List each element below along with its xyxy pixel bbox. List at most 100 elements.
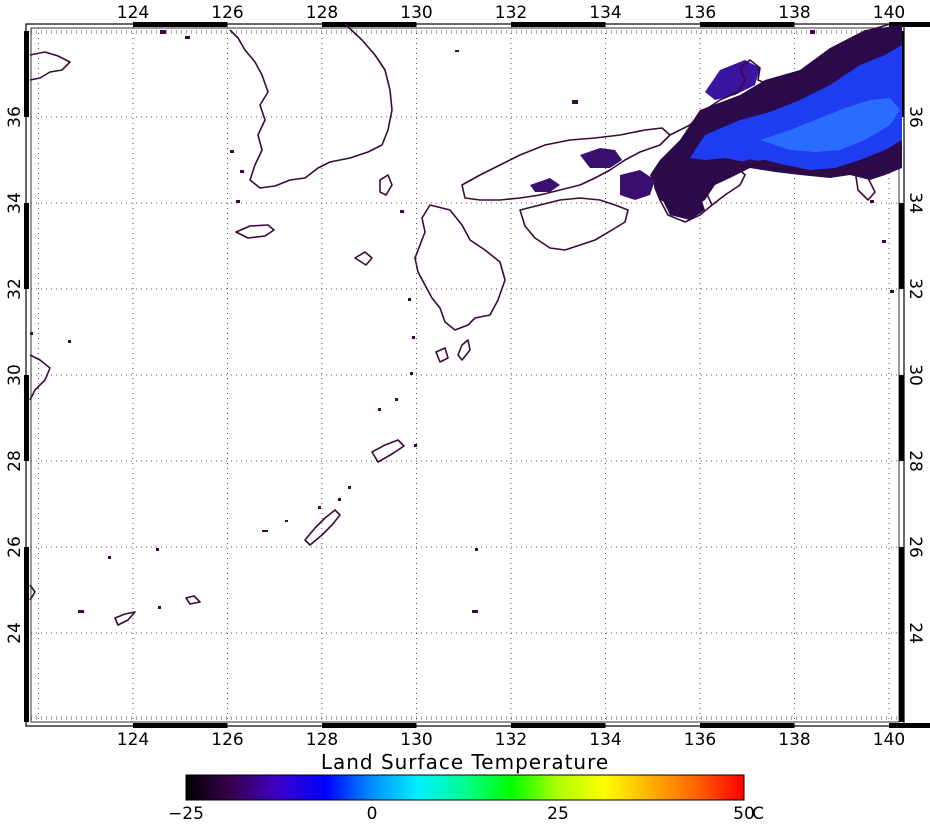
island-dot <box>240 170 244 173</box>
lst-patch-blue-2 <box>760 98 900 152</box>
temperature-data <box>530 25 902 220</box>
border-bar-left <box>24 203 29 289</box>
lst-patch-chugoku <box>530 178 560 192</box>
island-dot <box>410 372 413 375</box>
lon-label-top: 130 <box>400 3 432 23</box>
coast-tanegashima <box>457 339 471 361</box>
coast-goto <box>354 251 373 266</box>
coastlines <box>29 23 903 626</box>
border-bar-bottom <box>322 723 417 728</box>
island-dot <box>285 520 288 522</box>
coast-kyushu <box>414 204 506 331</box>
lon-label-bottom: 134 <box>589 730 621 750</box>
border-bar-right <box>899 375 904 461</box>
lat-label-right: 26 <box>905 536 925 558</box>
colorbar-tick-label: −25 <box>168 804 204 824</box>
coast-honshu-west <box>461 127 671 201</box>
coast-izu <box>854 169 876 201</box>
lat-label-right: 30 <box>905 364 925 386</box>
island-dot <box>108 556 111 559</box>
island-dot <box>348 486 351 489</box>
border-bar-bottom <box>700 723 795 728</box>
lst-patch-west <box>580 148 622 168</box>
lat-label-left: 30 <box>5 364 25 386</box>
latitude-labels-left: 24 26 28 30 32 34 36 <box>5 106 25 644</box>
coast-amami <box>371 439 405 463</box>
lat-label-left: 26 <box>5 536 25 558</box>
lat-label-left: 34 <box>5 192 25 214</box>
lat-label-right: 28 <box>905 450 925 472</box>
island-dot <box>338 498 341 501</box>
island-dot <box>810 30 815 34</box>
island-dot <box>158 606 161 609</box>
lon-label-bottom: 138 <box>778 730 810 750</box>
island-dot <box>236 200 240 203</box>
coast-korea <box>229 23 393 189</box>
island-dot <box>472 610 478 613</box>
border-bar-right <box>899 547 904 633</box>
lon-label-top: 138 <box>778 3 810 23</box>
colorbar-tick-label: 0 <box>367 804 378 824</box>
border-bar-bottom <box>889 723 930 728</box>
coast-yakushima <box>435 347 449 363</box>
colorbar <box>185 774 745 801</box>
lat-label-left: 32 <box>5 278 25 300</box>
border-bar-left <box>24 31 29 117</box>
latitude-labels-right: 24 26 28 30 32 34 36 <box>905 106 925 644</box>
island-dot <box>890 290 894 293</box>
island-dot <box>230 150 234 153</box>
lon-label-top: 126 <box>211 3 243 23</box>
border-bar-right <box>899 633 904 722</box>
coast-shikoku <box>519 197 629 251</box>
island-dot <box>455 50 459 52</box>
island-dot <box>475 548 478 551</box>
island-dot <box>870 200 874 203</box>
lon-label-bottom: 130 <box>400 730 432 750</box>
border-bar-top <box>700 22 795 27</box>
lat-label-right: 36 <box>905 106 925 128</box>
island-dot <box>68 340 71 343</box>
island-dot <box>412 336 415 339</box>
lat-label-right: 34 <box>905 192 925 214</box>
lon-label-bottom: 132 <box>495 730 527 750</box>
lon-label-top: 132 <box>495 3 527 23</box>
island-dot <box>30 332 33 335</box>
lon-label-bottom: 136 <box>684 730 716 750</box>
coast-yaeyama <box>114 611 136 626</box>
island-dot <box>262 530 268 532</box>
island-dot <box>882 240 886 243</box>
lat-label-left: 36 <box>5 106 25 128</box>
colorbar-tick-label: 25 <box>547 804 569 824</box>
border-bar-top <box>133 22 228 27</box>
border-bar-left <box>24 633 29 722</box>
coast-miyako <box>185 595 201 605</box>
lst-patch-kansai <box>620 170 655 200</box>
border-bar-top <box>889 22 930 27</box>
lon-label-bottom: 126 <box>211 730 243 750</box>
lon-label-top: 134 <box>589 3 621 23</box>
lon-label-top: 128 <box>306 3 338 23</box>
lon-label-bottom: 140 <box>873 730 905 750</box>
island-dot <box>572 100 578 104</box>
border-bar-left <box>24 375 29 461</box>
lon-label-top: 124 <box>117 3 149 23</box>
island-dot <box>185 36 190 39</box>
colorbar-title: Land Surface Temperature <box>321 750 609 774</box>
border-bar-left <box>24 547 29 633</box>
island-dot <box>414 444 417 447</box>
lon-label-top: 140 <box>873 3 905 23</box>
island-dot <box>318 506 321 509</box>
lat-label-right: 32 <box>905 278 925 300</box>
longitude-labels-bottom: 124 126 128 130 132 134 136 138 140 <box>117 730 905 750</box>
coast-china-north <box>29 51 71 81</box>
island-dot <box>395 398 398 401</box>
lst-patch-shikoku-dark <box>660 190 705 220</box>
island-dot <box>408 298 411 301</box>
coast-honshu-north <box>669 23 891 136</box>
coast-jeju <box>235 224 275 239</box>
island-dot <box>78 610 84 613</box>
lon-label-top: 136 <box>684 3 716 23</box>
lon-label-bottom: 124 <box>117 730 149 750</box>
island-dot <box>378 408 381 411</box>
